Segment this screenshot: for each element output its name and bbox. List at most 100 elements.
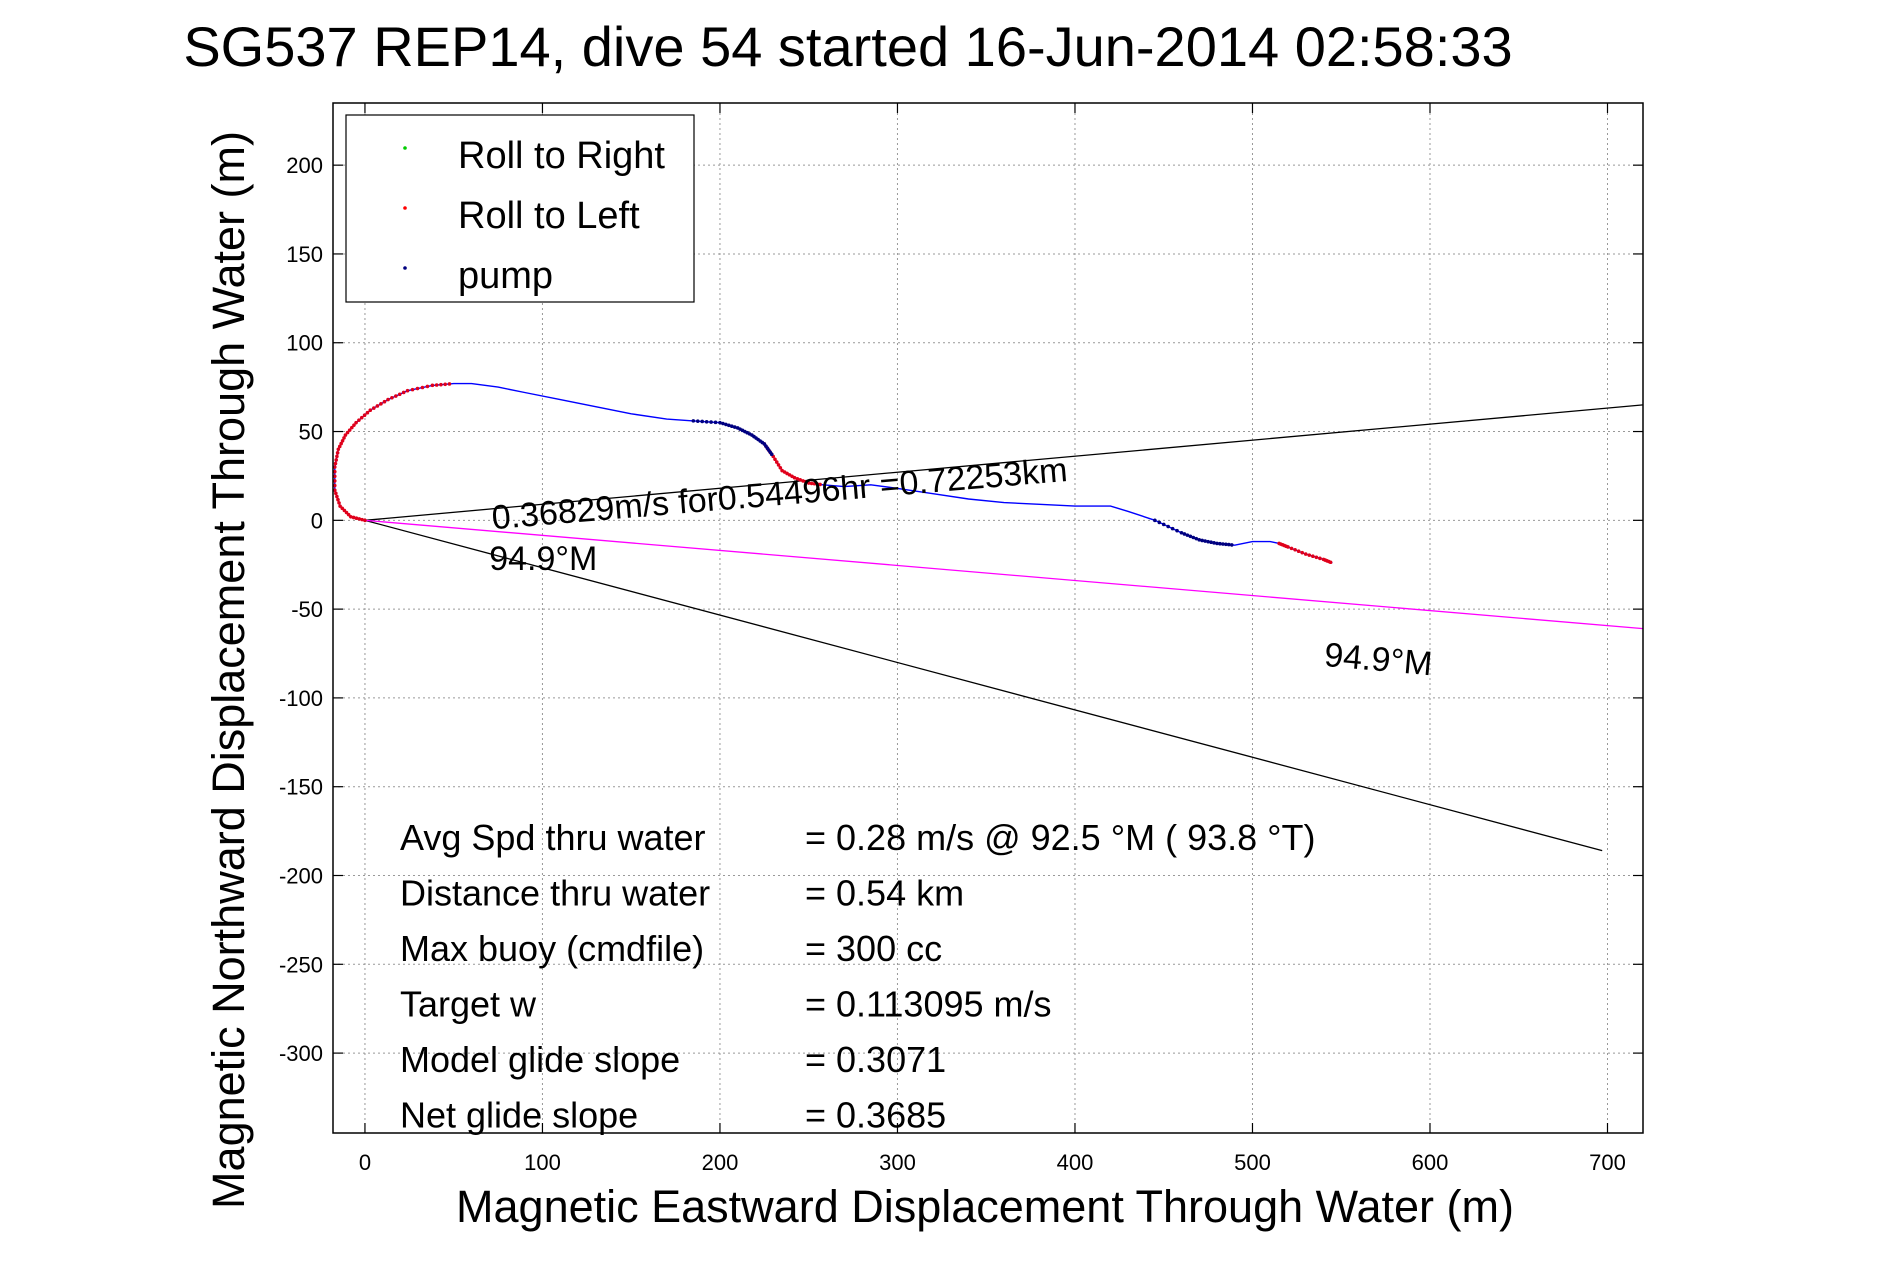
- legend-marker: [403, 146, 407, 150]
- x-tick-label: 500: [1234, 1150, 1271, 1175]
- pump-marker: [1179, 530, 1184, 535]
- roll-left-marker: [337, 444, 342, 449]
- y-tick-label: -200: [279, 864, 323, 889]
- y-tick-label: 100: [286, 331, 323, 356]
- roll-left-marker: [776, 463, 781, 467]
- roll-left-marker: [332, 474, 337, 479]
- axes-box: [332, 102, 1644, 1134]
- roll-left-marker: [773, 457, 777, 462]
- pump-marker: [1206, 539, 1210, 544]
- x-tick-label: 400: [1057, 1150, 1094, 1175]
- pump-marker: [1215, 541, 1219, 546]
- x-tick-label: 300: [879, 1150, 916, 1175]
- stat-label: Net glide slope: [400, 1095, 638, 1136]
- roll-left-marker: [1296, 549, 1301, 554]
- roll-left-marker: [809, 481, 814, 486]
- roll-left-marker: [447, 382, 452, 386]
- roll-left-marker: [332, 469, 337, 474]
- roll-left-marker: [1307, 553, 1312, 557]
- pump-marker: [1221, 542, 1225, 546]
- pump-marker: [732, 425, 737, 429]
- grid: [333, 103, 1643, 1133]
- pump-marker: [1229, 543, 1234, 547]
- roll-left-marker: [1286, 545, 1290, 549]
- roll-left-marker: [1289, 546, 1294, 551]
- pump-marker: [1153, 518, 1157, 523]
- y-tick-label: -300: [279, 1041, 323, 1066]
- roll-left-marker: [818, 482, 822, 487]
- roll-left-marker: [425, 384, 430, 389]
- roll-left-marker: [339, 441, 343, 446]
- legend-label: Roll to Right: [458, 135, 665, 177]
- y-tick-label: -100: [279, 686, 323, 711]
- pump-marker: [718, 420, 722, 425]
- pump-marker: [727, 423, 731, 428]
- roll-left-marker: [365, 410, 370, 415]
- stat-value: = 300 cc: [805, 928, 942, 969]
- pump-marker: [1224, 542, 1228, 547]
- roll-left-marker: [410, 387, 415, 392]
- roll-left-marker: [337, 501, 341, 505]
- roll-left-marker: [335, 454, 339, 459]
- y-tick-label: 50: [299, 420, 323, 445]
- stat-label: Avg Spd thru water: [400, 817, 706, 858]
- pump-marker: [713, 420, 718, 425]
- stat-label: Target w: [400, 984, 537, 1025]
- roll-left-marker: [332, 479, 337, 483]
- pump-marker: [724, 422, 728, 427]
- y-tick-label: 200: [286, 153, 323, 178]
- roll-left-marker: [405, 388, 410, 393]
- roll-left-marker: [357, 517, 362, 521]
- roll-left-marker: [415, 386, 420, 391]
- roll-left-marker: [798, 478, 802, 482]
- roll-left-marker: [1328, 560, 1333, 565]
- roll-left-marker: [778, 465, 783, 470]
- roll-left-marker: [354, 420, 358, 425]
- pump-marker: [1197, 538, 1202, 542]
- pump-marker: [769, 452, 774, 457]
- heading-reference-line: [364, 519, 1644, 630]
- roll-left-marker: [1311, 554, 1315, 558]
- roll-left-marker: [332, 483, 337, 488]
- roll-left-marker: [334, 491, 338, 496]
- pump-marker: [1188, 534, 1193, 539]
- legend-marker: [403, 206, 407, 210]
- y-tick-label: 150: [286, 242, 323, 267]
- stat-value: = 0.54 km: [805, 873, 964, 914]
- legend-marker: [403, 266, 407, 270]
- y-tick-label: -250: [279, 952, 323, 977]
- roll-left-marker: [815, 482, 820, 486]
- roll-left-marker: [363, 518, 367, 523]
- pump-marker: [1166, 524, 1170, 529]
- roll-left-marker: [1318, 556, 1322, 561]
- stat-label: Model glide slope: [400, 1039, 680, 1080]
- roll-left-marker: [347, 428, 352, 432]
- stats-block: Avg Spd thru water = 0.28 m/s @ 92.5 °M (…: [400, 817, 1316, 1136]
- pump-marker: [691, 419, 696, 423]
- roll-left-marker: [372, 406, 376, 410]
- roll-left-marker: [334, 458, 338, 462]
- roll-left-marker: [1300, 550, 1304, 555]
- x-tick-label: 100: [524, 1150, 561, 1175]
- pump-marker: [695, 419, 700, 423]
- stat-value: = 0.28 m/s @ 92.5 °M ( 93.8 °T): [805, 817, 1316, 858]
- y-tick-label: -50: [291, 597, 323, 622]
- roll-left-marker: [804, 480, 808, 484]
- roll-left-marker: [350, 425, 354, 430]
- roll-left-marker: [359, 415, 364, 420]
- stat-label: Distance thru water: [400, 873, 710, 914]
- x-tick-label: 600: [1412, 1150, 1449, 1175]
- roll-left-marker: [335, 451, 340, 455]
- x-tick-label: 200: [702, 1150, 739, 1175]
- roll-left-marker: [386, 397, 390, 402]
- stat-value: = 0.113095 m/s: [805, 984, 1052, 1025]
- roll-left-marker: [801, 479, 805, 483]
- pump-marker: [729, 424, 734, 429]
- heading-reference-line: [364, 519, 1603, 852]
- pump-marker: [1175, 528, 1179, 533]
- roll-left-marker: [368, 408, 373, 413]
- x-axis-label: Magnetic Eastward Displacement Through W…: [456, 1181, 1514, 1232]
- roll-left-marker: [439, 382, 443, 387]
- pump-marker: [704, 419, 709, 424]
